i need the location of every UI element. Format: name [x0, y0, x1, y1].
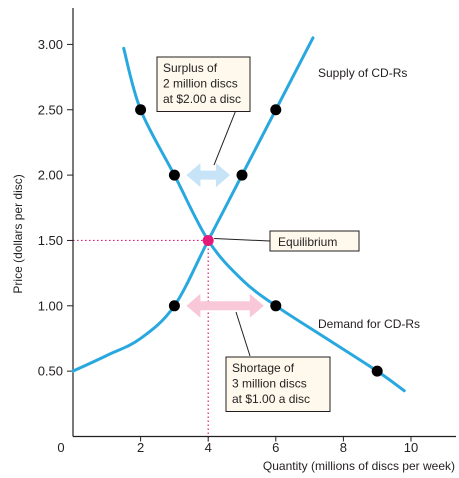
shortage-note-line: 3 million discs [232, 377, 307, 391]
equilibrium-label: Equilibrium [278, 235, 337, 249]
shortage-note-line: Shortage of [232, 361, 295, 375]
demand-curve [122, 46, 406, 393]
data-points [135, 104, 383, 377]
y-tick-label: 3.00 [38, 37, 63, 52]
surplus-arrow [186, 163, 230, 188]
x-tick-label: 2 [137, 440, 144, 455]
demand-point [270, 300, 282, 312]
supply-point [270, 104, 282, 116]
tick-marks: 0.50 1.00 1.50 2.00 2.50 3.00 0 2 4 6 8 10 [38, 37, 419, 455]
x-tick-label: 8 [340, 440, 347, 455]
demand-point [168, 169, 180, 181]
y-axis-label: Price (dollars per disc) [11, 174, 25, 293]
gap-arrows [186, 163, 264, 318]
y-tick-label: 0.50 [38, 364, 63, 379]
equilibrium-leader [214, 237, 271, 242]
equilibrium-point [202, 234, 214, 246]
x-axis-label: Quantity (millions of discs per week) [263, 459, 455, 473]
surplus-leader [213, 109, 237, 166]
surplus-note-line: at $2.00 a disc [163, 92, 241, 106]
shortage-arrow [186, 293, 264, 318]
demand-point [135, 104, 147, 116]
x-tick-label: 4 [205, 440, 212, 455]
y-tick-label: 1.50 [38, 233, 63, 248]
surplus-note-line: 2 million discs [163, 77, 238, 91]
demand-point [371, 365, 383, 377]
demand-curve-label: Demand for CD-Rs [318, 317, 420, 331]
y-tick-label: 1.00 [38, 298, 63, 313]
axes [72, 8, 456, 438]
shortage-leader [235, 311, 251, 357]
surplus-note-box [156, 56, 251, 112]
x-tick-label: 6 [272, 440, 279, 455]
supply-curve-label: Supply of CD-Rs [318, 66, 407, 80]
x-tick-label: 0 [57, 440, 64, 455]
shortage-note-box [225, 356, 331, 412]
x-tick-label: 10 [404, 440, 418, 455]
y-tick-label: 2.00 [38, 168, 63, 183]
surplus-note-line: Surplus of [163, 61, 218, 75]
supply-point [168, 300, 180, 312]
equilibrium-guides [73, 239, 209, 442]
supply-point [236, 169, 248, 181]
equilibrium-note-box [269, 230, 360, 252]
y-tick-label: 2.50 [38, 102, 63, 117]
note-leader-lines [213, 109, 271, 357]
shortage-note-line: at $1.00 a disc [232, 392, 310, 406]
